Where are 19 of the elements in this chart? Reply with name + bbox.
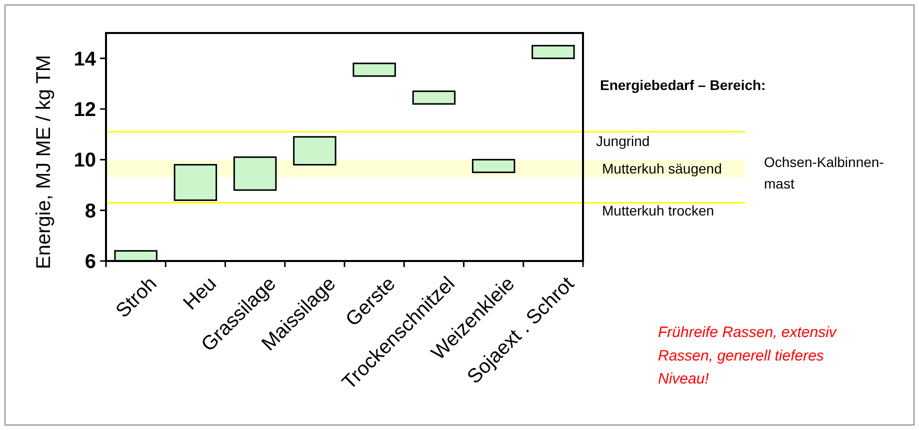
y-tick-label: 10 — [74, 150, 96, 172]
bar — [352, 62, 396, 77]
y-axis-title: Energie, MJ ME / kg TM — [33, 54, 55, 270]
band-label: Mutterkuh säugend — [602, 160, 722, 177]
ref-line-label: Mutterkuh trocken — [602, 202, 714, 219]
bar — [174, 164, 218, 201]
y-tick-label: 6 — [84, 251, 96, 273]
bar — [412, 90, 456, 105]
bar — [233, 156, 277, 191]
text: Frühreife Rassen, extensiv Rassen, generell tieferes Niveau! — [658, 324, 838, 388]
text: Energiebedarf – Bereich: — [600, 77, 766, 93]
y-tick-label: 8 — [84, 200, 96, 222]
y-tick-label: 14 — [74, 48, 97, 70]
text: Ochsen-Kalbinnen-mast — [764, 154, 884, 192]
ref-line-label: Jungrind — [596, 132, 650, 149]
y-tick-label: 12 — [74, 99, 96, 121]
bar — [532, 44, 575, 60]
bar — [472, 158, 516, 174]
bar — [293, 136, 336, 166]
